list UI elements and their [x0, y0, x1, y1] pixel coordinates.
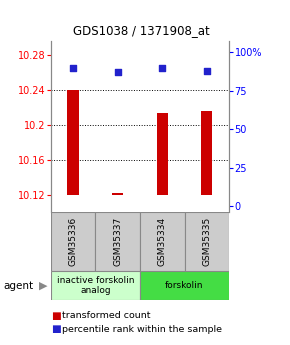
Text: percentile rank within the sample: percentile rank within the sample	[62, 325, 222, 334]
Text: GSM35337: GSM35337	[113, 217, 122, 266]
Bar	[140, 212, 184, 271]
Point	[160, 65, 164, 70]
Bar	[68, 90, 79, 195]
Point	[115, 69, 120, 75]
Bar	[51, 212, 95, 271]
Bar	[201, 111, 212, 195]
Text: GSM35335: GSM35335	[202, 217, 211, 266]
Bar	[95, 212, 140, 271]
Text: ■: ■	[51, 325, 61, 334]
Point	[71, 65, 75, 70]
Bar	[112, 193, 123, 195]
Point	[204, 68, 209, 73]
Text: forskolin: forskolin	[165, 281, 204, 290]
Text: ▶: ▶	[39, 281, 47, 290]
Text: transformed count: transformed count	[62, 311, 151, 320]
Text: GSM35334: GSM35334	[158, 217, 167, 266]
Bar	[184, 212, 229, 271]
Text: ■: ■	[51, 311, 61, 321]
Bar	[51, 271, 140, 300]
Bar	[157, 113, 168, 195]
Text: agent: agent	[3, 281, 33, 290]
Text: GSM35336: GSM35336	[68, 217, 77, 266]
Text: GDS1038 / 1371908_at: GDS1038 / 1371908_at	[73, 24, 210, 37]
Bar	[140, 271, 229, 300]
Text: inactive forskolin
analog: inactive forskolin analog	[57, 276, 134, 295]
